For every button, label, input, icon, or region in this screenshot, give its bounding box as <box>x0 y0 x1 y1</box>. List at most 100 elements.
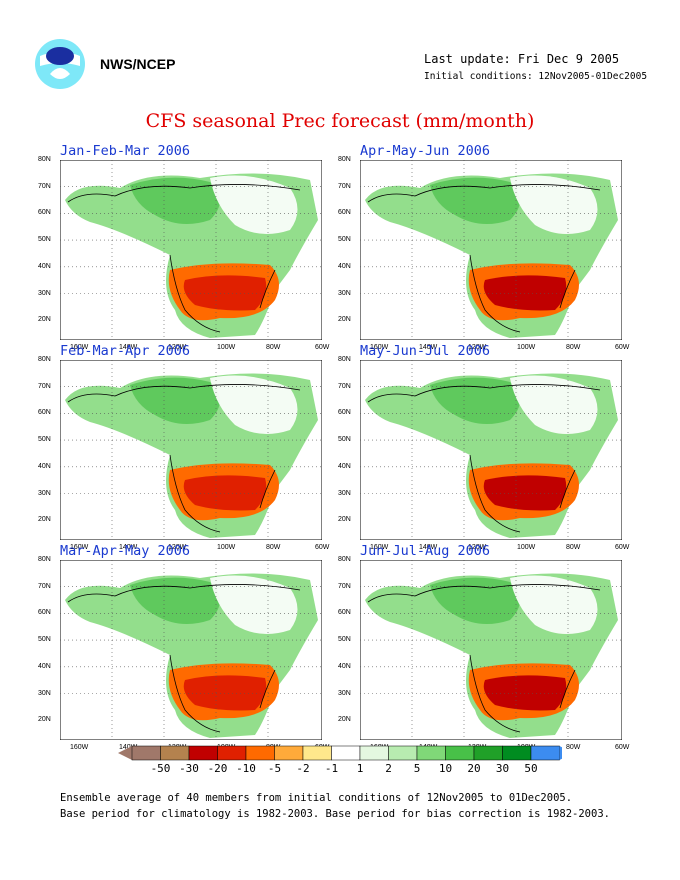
lat-tick-label: 40N <box>38 262 51 270</box>
lat-tick-label: 80N <box>38 356 51 363</box>
lat-tick-label: 40N <box>38 662 51 670</box>
panel-title: Mar-Apr-May 2006 <box>60 543 191 559</box>
legend-bin <box>359 745 389 761</box>
legend-bin <box>530 745 560 761</box>
legend-bin <box>188 745 218 761</box>
lat-tick-label: 40N <box>338 662 351 670</box>
footnotes: Ensemble average of 40 members from init… <box>60 790 610 822</box>
lat-tick-label: 60N <box>38 609 51 617</box>
legend-label: -5 <box>267 762 282 775</box>
forecast-panel: Apr-May-Jun 2006 80N 70N 60N 50N 40N 30N 20N 160… <box>338 143 629 351</box>
lat-tick-label: 70N <box>38 182 51 190</box>
lon-tick-label: 60W <box>615 344 630 351</box>
lon-tick-label: 80W <box>266 544 281 551</box>
lat-tick-label: 30N <box>338 689 351 697</box>
lon-tick-label: 100W <box>217 344 236 351</box>
legend-bin <box>331 745 361 761</box>
lat-tick-label: 60N <box>338 209 351 217</box>
legend-label: 5 <box>413 762 421 775</box>
lat-tick-label: 50N <box>38 236 51 244</box>
lat-tick-label: 60N <box>38 209 51 217</box>
lon-tick-label: 160W <box>70 544 89 551</box>
legend-arrow-left <box>118 746 132 760</box>
legend-label: -20 <box>207 762 228 775</box>
lon-tick-label: 120W <box>468 344 487 351</box>
lon-tick-label: 140W <box>419 344 438 351</box>
color-legend <box>118 745 562 761</box>
forecast-panel: Mar-Apr-May 2006 80N 70N 60N 50N 40N 30N 20N 160… <box>38 543 329 751</box>
lat-tick-label: 80N <box>338 356 351 363</box>
forecast-panel: Jan-Feb-Mar 2006 80N 70N 60N 50N 40N 30N 20N 160… <box>38 143 329 351</box>
legend-bin <box>416 745 446 761</box>
note-ensemble: Ensemble average of 40 members from init… <box>60 792 573 804</box>
legend-label: 20 <box>467 762 481 775</box>
legend-arrow-right <box>559 746 562 760</box>
legend-bin <box>274 745 304 761</box>
lat-tick-label: 30N <box>338 489 351 497</box>
lon-tick-label: 80W <box>266 344 281 351</box>
lat-tick-label: 20N <box>338 316 351 324</box>
panel-title: Apr-May-Jun 2006 <box>360 143 491 159</box>
forecast-panel: May-Jun-Jul 2006 80N 70N 60N 50N 40N 30N 20N 160… <box>338 343 629 551</box>
lat-tick-label: 80N <box>338 556 351 563</box>
map-canvas <box>360 160 622 340</box>
lon-tick-label: 140W <box>119 744 138 751</box>
lon-tick-label: 160W <box>370 544 389 551</box>
lat-tick-label: 50N <box>38 636 51 644</box>
lon-tick-label: 120W <box>168 344 187 351</box>
panel-title: May-Jun-Jul 2006 <box>360 343 491 359</box>
lat-tick-label: 70N <box>338 382 351 390</box>
lat-tick-label: 80N <box>38 556 51 563</box>
lon-tick-label: 100W <box>517 344 536 351</box>
map-canvas <box>60 560 322 740</box>
panel-title: Feb-Mar-Apr 2006 <box>60 343 191 359</box>
legend-label: 2 <box>385 762 392 775</box>
legend-label: -2 <box>296 762 310 775</box>
lat-tick-label: 40N <box>38 462 51 470</box>
legend-bin <box>473 745 503 761</box>
lat-tick-label: 30N <box>38 689 51 697</box>
legend-bin <box>160 745 190 761</box>
legend-label: -1 <box>324 762 339 775</box>
legend-label: -50 <box>150 762 171 775</box>
lat-tick-label: 30N <box>38 489 51 497</box>
lat-tick-label: 30N <box>338 289 351 297</box>
lat-tick-label: 80N <box>38 156 51 163</box>
lon-tick-label: 60W <box>315 344 330 351</box>
legend-bin <box>245 745 275 761</box>
lat-tick-label: 40N <box>338 262 351 270</box>
agency-name: NWS/NCEP <box>100 56 176 72</box>
lon-tick-label: 80W <box>566 744 581 751</box>
lat-tick-label: 60N <box>38 409 51 417</box>
lon-tick-label: 120W <box>468 544 487 551</box>
legend-bin <box>388 745 418 761</box>
lat-tick-label: 70N <box>38 582 51 590</box>
legend-label: 1 <box>356 762 364 775</box>
lat-tick-label: 80N <box>338 156 351 163</box>
lat-tick-label: 60N <box>338 409 351 417</box>
lon-tick-label: 140W <box>419 544 438 551</box>
map-canvas <box>60 360 322 540</box>
lat-tick-label: 20N <box>338 516 351 524</box>
lon-tick-label: 160W <box>70 744 89 751</box>
lon-tick-label: 160W <box>70 344 89 351</box>
lon-tick-label: 60W <box>315 544 330 551</box>
lon-tick-label: 120W <box>168 544 187 551</box>
lon-tick-label: 60W <box>615 544 630 551</box>
legend-bin <box>445 745 475 761</box>
panel-title: Jun-Jul-Aug 2006 <box>360 543 491 559</box>
initial-conditions: Initial conditions: 12Nov2005-01Dec2005 <box>424 71 648 82</box>
lat-tick-label: 20N <box>38 316 51 324</box>
lat-tick-label: 50N <box>338 636 351 644</box>
legend-label: 50 <box>524 762 538 775</box>
lat-tick-label: 30N <box>38 289 51 297</box>
legend-label: 10 <box>438 762 453 775</box>
lat-tick-label: 70N <box>338 582 351 590</box>
legend-label: -30 <box>179 762 199 775</box>
map-canvas <box>360 360 622 540</box>
forecast-panel: Jun-Jul-Aug 2006 80N 70N 60N 50N 40N 30N 20N 160… <box>338 543 629 751</box>
lon-tick-label: 100W <box>517 544 536 551</box>
map-canvas <box>60 160 322 340</box>
lon-tick-label: 140W <box>119 544 138 551</box>
lat-tick-label: 70N <box>38 382 51 390</box>
